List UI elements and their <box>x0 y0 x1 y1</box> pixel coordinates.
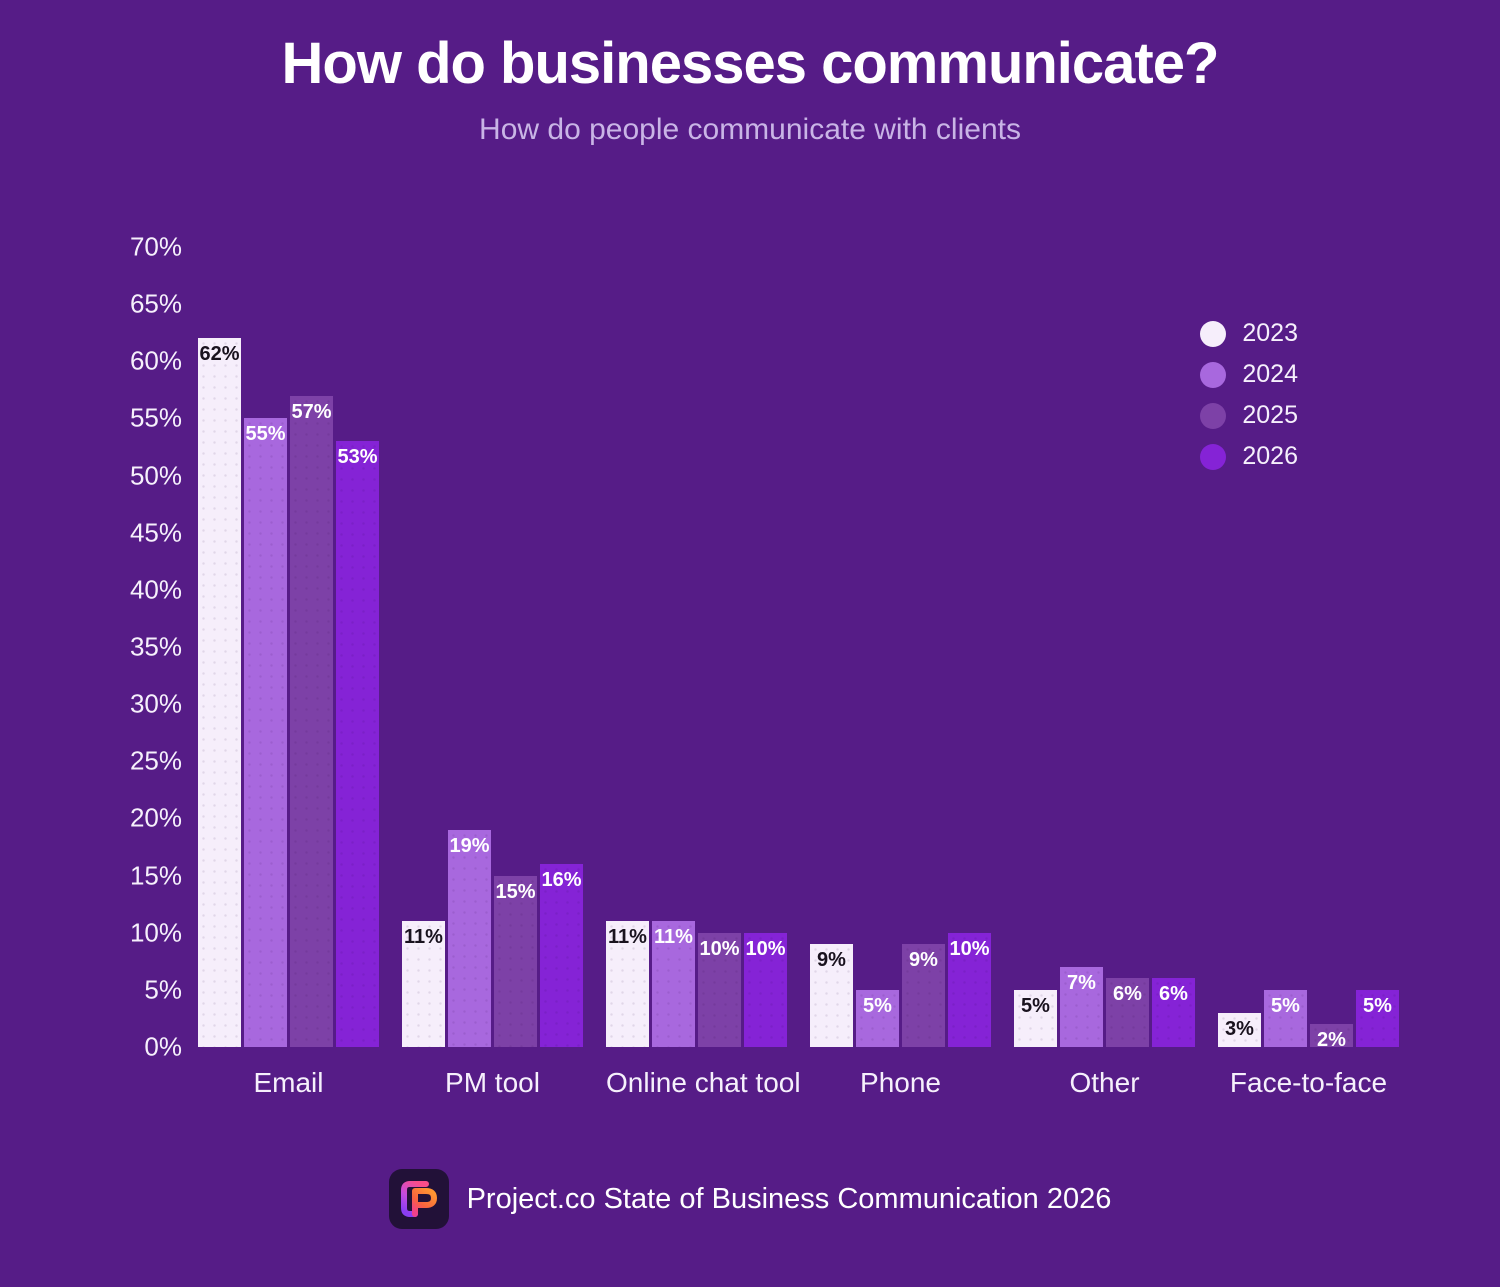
y-tick-label: 15% <box>129 860 182 891</box>
bar-value-label: 5% <box>1021 994 1050 1017</box>
bar: 5% <box>1014 989 1057 1047</box>
bar-value-label: 10% <box>949 937 990 960</box>
bar-value-label: 62% <box>199 343 240 366</box>
bar-group: 11% 19% 15% 16% PM tool <box>402 247 583 1098</box>
y-tick-label: 50% <box>129 460 182 491</box>
legend-label: 2024 <box>1242 360 1298 388</box>
bar: 5% <box>856 989 899 1047</box>
legend-item: 2025 <box>1200 401 1298 430</box>
bar: 55% <box>244 418 287 1047</box>
bar: 11% <box>606 921 649 1047</box>
bar: 16% <box>540 864 583 1047</box>
footer-text: Project.co State of Business Communicati… <box>466 1182 1112 1215</box>
bar-value-label: 9% <box>817 949 846 972</box>
bar-value-label: 11% <box>608 926 647 949</box>
legend-dot <box>1200 443 1227 470</box>
bar-value-label: 2% <box>1317 1029 1346 1052</box>
bar-value-label: 16% <box>541 869 582 892</box>
bar-group: 5% 7% 6% 6% Other <box>1014 247 1195 1098</box>
bar-value-label: 10% <box>745 937 786 960</box>
legend-dot <box>1200 361 1227 388</box>
bar: 19% <box>448 829 491 1047</box>
bar-value-label: 55% <box>245 423 286 446</box>
bar-value-label: 9% <box>909 949 938 972</box>
bar-group: 9% 5% 9% 10% Phone <box>810 247 991 1098</box>
bar: 6% <box>1152 978 1195 1047</box>
bar-value-label: 6% <box>1159 983 1188 1006</box>
y-tick-label: 0% <box>144 1031 182 1062</box>
bar: 10% <box>948 932 991 1047</box>
category-label: Email <box>253 1067 324 1098</box>
category-label: Online chat tool <box>606 1067 801 1098</box>
y-tick-label: 55% <box>129 402 182 433</box>
bar-group: 3% 5% 2% 5% Face-to-face <box>1218 247 1399 1098</box>
bar: 62% <box>198 338 241 1047</box>
bar-value-label: 53% <box>337 446 378 469</box>
bar: 9% <box>810 944 853 1047</box>
bar: 9% <box>902 944 945 1047</box>
bar-value-label: 11% <box>654 926 693 949</box>
project-co-logo <box>388 1169 449 1229</box>
legend-label: 2023 <box>1242 319 1298 347</box>
bar: 15% <box>494 875 537 1047</box>
y-tick-label: 20% <box>129 802 182 833</box>
bar-value-label: 3% <box>1225 1017 1254 1040</box>
bar: 53% <box>336 441 379 1047</box>
y-tick-label: 70% <box>129 231 182 262</box>
legend-item: 2026 <box>1200 442 1298 471</box>
bar: 5% <box>1264 989 1307 1047</box>
bar: 11% <box>402 921 445 1047</box>
y-tick-label: 30% <box>129 688 182 719</box>
y-axis: 0% 5% 10% 15% 20% 25% 30% 35% 40% 45% 50% 55% 60% 65%… <box>112 232 182 1062</box>
bar-chart: 0% 5% 10% 15% 20% 25% 30% 35% 40% 45% 50% 55% 60% 65%… <box>112 232 1440 1098</box>
category-label: Face-to-face <box>1229 1067 1388 1098</box>
bar: 5% <box>1356 989 1399 1047</box>
bar-group: 62% 55% 57% 53% Email <box>198 247 379 1098</box>
category-label: Phone <box>860 1067 941 1098</box>
y-tick-label: 5% <box>144 974 182 1005</box>
bar-value-label: 5% <box>1363 994 1392 1017</box>
bar: 10% <box>698 932 741 1047</box>
y-tick-label: 40% <box>129 574 182 605</box>
bar-value-label: 5% <box>1271 994 1300 1017</box>
bar-value-label: 19% <box>449 834 490 857</box>
bar-value-label: 7% <box>1067 972 1096 994</box>
y-tick-label: 65% <box>129 288 182 319</box>
footer: Project.co State of Business Communicati… <box>0 1169 1500 1229</box>
page-title: How do businesses communicate? <box>281 31 1220 96</box>
y-tick-label: 35% <box>129 631 182 662</box>
page-subtitle: How do people communicate with clients <box>479 113 1021 146</box>
bar: 11% <box>652 921 695 1047</box>
bar: 6% <box>1106 978 1149 1047</box>
bar-value-label: 15% <box>495 880 536 903</box>
bar-value-label: 11% <box>404 926 443 949</box>
y-tick-label: 45% <box>129 517 182 548</box>
y-tick-label: 10% <box>129 917 182 948</box>
legend-label: 2025 <box>1242 401 1298 429</box>
bar: 57% <box>290 395 333 1047</box>
category-label: Other <box>1069 1067 1140 1098</box>
bar-value-label: 57% <box>291 400 332 423</box>
legend-label: 2026 <box>1242 442 1298 470</box>
bar-group: 11% 11% 10% 10% Online chat tool <box>606 247 801 1098</box>
legend-item: 2024 <box>1200 360 1298 389</box>
bar: 10% <box>744 932 787 1047</box>
legend-item: 2023 <box>1200 319 1298 348</box>
bar-value-label: 10% <box>699 937 740 960</box>
bar: 2% <box>1310 1024 1353 1052</box>
header: How do businesses communicate? How do pe… <box>0 30 1500 147</box>
bar: 3% <box>1218 1012 1261 1047</box>
legend-dot <box>1200 402 1227 429</box>
category-label: PM tool <box>445 1067 540 1098</box>
plot-area: 62% 55% 57% 53% Email 11% 19% 15% 16% PM tool 11% 1… <box>198 247 1440 1098</box>
bar: 7% <box>1060 967 1103 1047</box>
y-tick-label: 25% <box>129 745 182 776</box>
legend-dot <box>1200 320 1227 347</box>
legend: 2023 2024 2025 2026 <box>1200 319 1298 471</box>
bar-value-label: 6% <box>1113 983 1142 1006</box>
bar-value-label: 5% <box>863 994 892 1017</box>
y-tick-label: 60% <box>129 345 182 376</box>
